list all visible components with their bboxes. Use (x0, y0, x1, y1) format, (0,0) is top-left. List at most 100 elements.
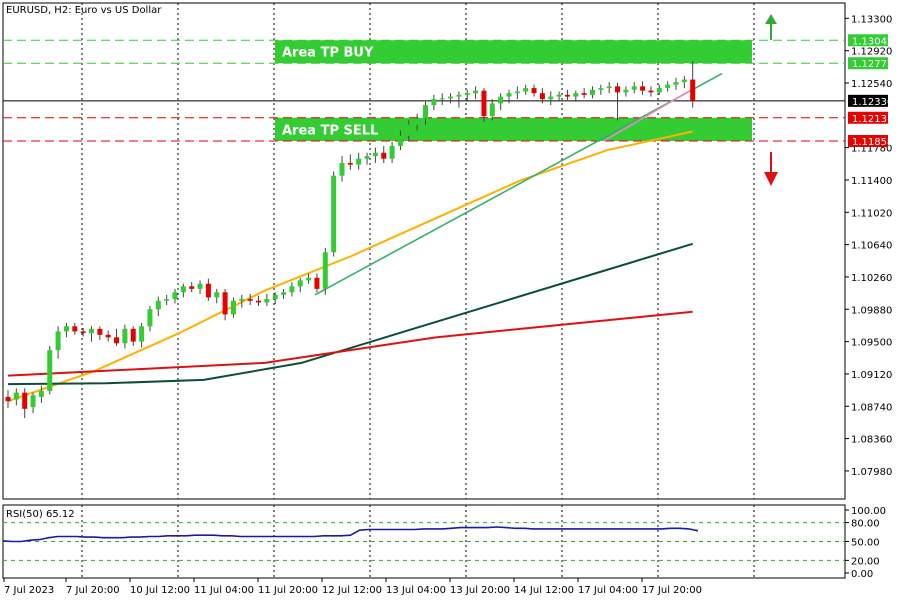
candle-body (473, 90, 479, 94)
candle[interactable] (30, 392, 36, 414)
candle[interactable] (172, 288, 178, 304)
candle[interactable] (230, 297, 236, 318)
candle[interactable] (381, 145, 387, 163)
candle[interactable] (272, 292, 278, 305)
candle[interactable] (122, 324, 128, 349)
candle[interactable] (548, 91, 554, 106)
time-axis[interactable]: 7 Jul 2023 7 Jul 20:00 10 Jul 12:00 11 Jul … (3, 578, 702, 596)
rsi-panel[interactable]: RSI(50) 65.12 (2, 504, 846, 579)
candle[interactable] (431, 94, 437, 111)
candle[interactable] (247, 293, 253, 306)
candle[interactable] (97, 326, 103, 340)
candle[interactable] (656, 84, 662, 95)
candle[interactable] (681, 76, 687, 89)
time-tick-label: 7 Jul 20:00 (66, 585, 120, 596)
trendline-segment[interactable] (603, 89, 691, 142)
candle[interactable] (423, 101, 428, 125)
candle[interactable] (606, 82, 612, 94)
candle[interactable] (615, 82, 621, 121)
time-tick-label: 11 Jul 20:00 (258, 585, 318, 596)
candle[interactable] (364, 152, 370, 165)
price-axis[interactable]: 1.13300 1.12920 1.12540 1.11780 1.11400 1.110… (845, 14, 893, 478)
candle[interactable] (147, 305, 153, 332)
candle[interactable] (481, 88, 487, 123)
candle[interactable] (389, 141, 395, 163)
candle-body (63, 326, 69, 332)
candle[interactable] (498, 93, 504, 111)
candle[interactable] (22, 388, 28, 419)
candle[interactable] (573, 90, 579, 102)
candle[interactable] (439, 93, 445, 106)
candle[interactable] (640, 81, 646, 95)
candle[interactable] (239, 294, 245, 308)
candle[interactable] (139, 322, 145, 348)
candle[interactable] (631, 82, 637, 94)
candle[interactable] (63, 322, 69, 338)
candle[interactable] (331, 171, 337, 257)
candle[interactable] (347, 154, 353, 170)
candle[interactable] (489, 99, 495, 121)
candle[interactable] (598, 84, 604, 95)
candle[interactable] (581, 88, 587, 99)
candle-body (631, 86, 637, 90)
candle[interactable] (339, 156, 345, 182)
candle[interactable] (473, 86, 479, 100)
candle[interactable] (47, 345, 53, 395)
candle[interactable] (531, 84, 537, 97)
candle[interactable] (5, 390, 11, 408)
candle[interactable] (406, 120, 412, 142)
candle[interactable] (556, 91, 562, 102)
candle[interactable] (89, 326, 94, 342)
rsi-axis: 100.00 80.00 50.00 20.00 0.00 (845, 506, 886, 580)
candle[interactable] (80, 327, 86, 337)
candle[interactable] (506, 89, 512, 104)
candle[interactable] (13, 388, 19, 406)
candle[interactable] (297, 277, 303, 293)
candle[interactable] (648, 86, 654, 97)
candle[interactable] (256, 295, 261, 306)
rsi-panel-frame (2, 504, 846, 579)
candle[interactable] (539, 88, 545, 104)
candle[interactable] (590, 86, 595, 99)
candle[interactable] (105, 330, 111, 342)
candle[interactable] (523, 84, 529, 95)
candle[interactable] (114, 328, 120, 346)
tp-buy-zone[interactable] (275, 40, 752, 64)
candle[interactable] (623, 86, 629, 97)
candle[interactable] (281, 288, 287, 300)
candle[interactable] (130, 326, 136, 346)
trendline[interactable] (314, 72, 723, 296)
candle[interactable] (164, 294, 170, 306)
candle[interactable] (356, 152, 362, 170)
price-panel[interactable]: Area TP BUY Area TP SELL EURUSD, H2: Eur… (2, 2, 846, 500)
candle[interactable] (55, 326, 61, 359)
candle[interactable] (414, 113, 420, 131)
candle[interactable] (372, 147, 378, 163)
candle[interactable] (673, 77, 679, 90)
candle[interactable] (448, 93, 454, 104)
candle[interactable] (205, 278, 211, 301)
candle[interactable] (397, 130, 403, 151)
candle[interactable] (564, 89, 570, 100)
candle[interactable] (214, 288, 220, 304)
candle[interactable] (180, 283, 186, 298)
candle[interactable] (456, 91, 462, 108)
candle[interactable] (38, 385, 44, 403)
candle-body (256, 300, 261, 303)
candle[interactable] (222, 288, 228, 321)
candle[interactable] (197, 280, 203, 294)
candle[interactable] (314, 273, 320, 293)
candle[interactable] (690, 60, 696, 108)
candle[interactable] (289, 282, 295, 297)
candle[interactable] (306, 273, 312, 284)
candle[interactable] (264, 293, 270, 306)
candle[interactable] (665, 81, 671, 92)
candle[interactable] (189, 282, 195, 293)
candle[interactable] (155, 296, 161, 317)
candle[interactable] (464, 89, 470, 102)
candle[interactable] (514, 86, 520, 100)
candle[interactable] (322, 248, 328, 295)
candle[interactable] (72, 322, 78, 335)
